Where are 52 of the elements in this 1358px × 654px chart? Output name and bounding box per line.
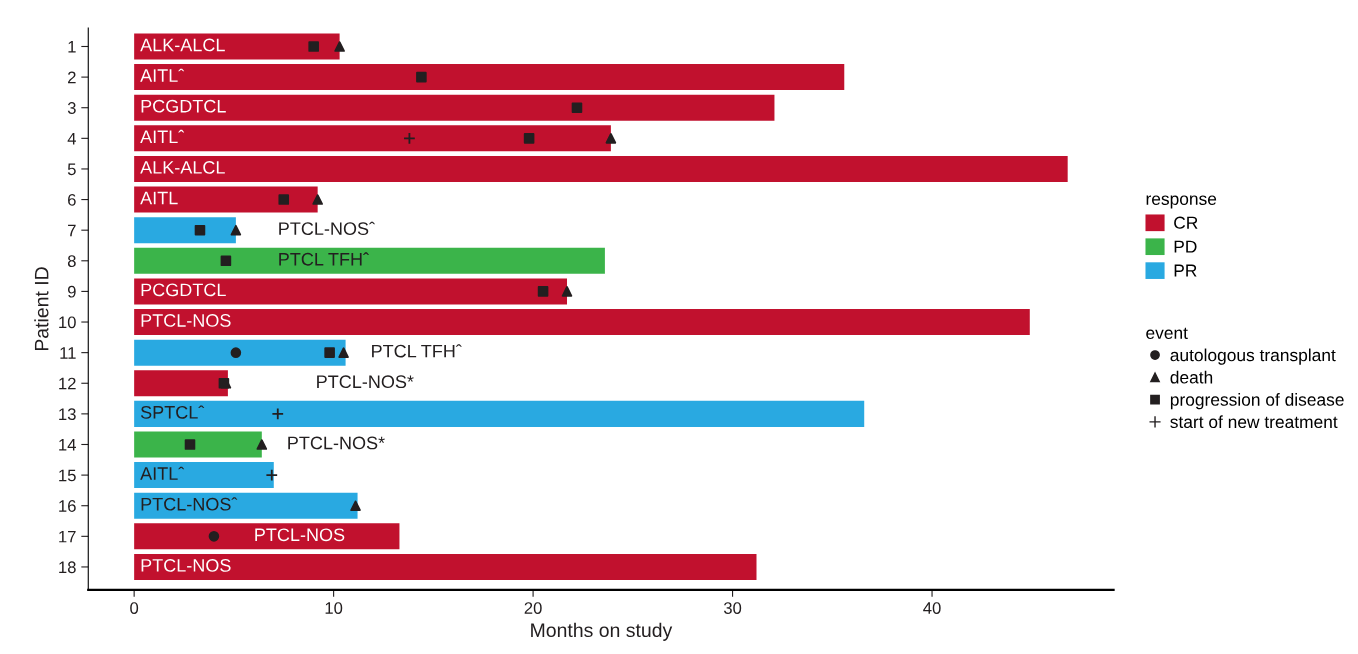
annotation: PTCL-NOS* xyxy=(288,436,385,450)
legend-label: start of new treatment xyxy=(1170,415,1338,429)
y-tick-label: 3 xyxy=(67,102,76,114)
annotation: AITLˆ xyxy=(140,466,185,480)
annotation: PTCL-NOSˆ xyxy=(279,221,375,236)
y-tick-label: 11 xyxy=(60,347,76,359)
annotation: PTCL-NOS xyxy=(141,559,231,572)
x-tick-label: 10 xyxy=(325,602,343,614)
y-tick-label: 10 xyxy=(59,316,76,329)
annotation: PCGDTCL xyxy=(141,99,226,113)
y-tick-label: 1 xyxy=(68,41,76,53)
annotation: ALK-ALCL xyxy=(140,38,225,52)
x-tick-label: 30 xyxy=(723,602,742,614)
y-tick-label: 14 xyxy=(59,439,76,451)
legend-label: autologous transplant xyxy=(1170,348,1336,365)
y-tick-label: 18 xyxy=(59,561,76,574)
y-tick-label: 17 xyxy=(59,530,76,543)
annotation: PTCL-NOSˆ xyxy=(141,497,238,511)
legend-label: CR xyxy=(1174,216,1198,229)
annotation: PTCL-NOS xyxy=(255,528,345,542)
y-axis-title: Patient ID xyxy=(34,267,49,351)
text: response xyxy=(1146,195,1217,209)
legend-label: progression of disease xyxy=(1170,393,1344,410)
annotation: SPTCLˆ xyxy=(140,405,205,419)
x-tick-label: 0 xyxy=(130,602,139,614)
y-tick-label: 16 xyxy=(59,500,76,512)
annotation: AITLˆ xyxy=(140,129,185,144)
annotation: PTCL-NOS xyxy=(141,314,231,327)
y-tick-label: 15 xyxy=(59,469,76,482)
y-tick-label: 8 xyxy=(67,255,76,267)
x-tick-label: 20 xyxy=(524,602,542,614)
text: event xyxy=(1146,327,1188,340)
y-tick-label: 6 xyxy=(68,193,76,206)
y-tick-label: 5 xyxy=(67,163,76,176)
annotation: PTCL TFHˆ xyxy=(279,252,369,266)
annotation: PTCL TFHˆ xyxy=(372,344,462,358)
x-tick-label: 40 xyxy=(923,602,941,614)
y-tick-label: 13 xyxy=(59,408,76,421)
y-tick-label: 4 xyxy=(67,132,76,145)
legend-label: death xyxy=(1170,370,1213,384)
y-tick-label: 7 xyxy=(68,224,76,237)
y-tick-label: 2 xyxy=(68,71,76,84)
legend-label: PD xyxy=(1174,240,1197,253)
annotation: AITL xyxy=(140,191,178,205)
y-tick-label: 9 xyxy=(67,285,76,298)
x-axis-title: Months on study xyxy=(531,622,673,641)
annotation: PCGDTCL xyxy=(141,283,226,297)
annotation: PTCL-NOS* xyxy=(317,375,414,389)
annotation: ALK-ALCL xyxy=(140,161,225,174)
y-tick-label: 12 xyxy=(59,377,76,390)
legend-label: PR xyxy=(1174,264,1197,277)
annotation: AITLˆ xyxy=(140,68,185,82)
